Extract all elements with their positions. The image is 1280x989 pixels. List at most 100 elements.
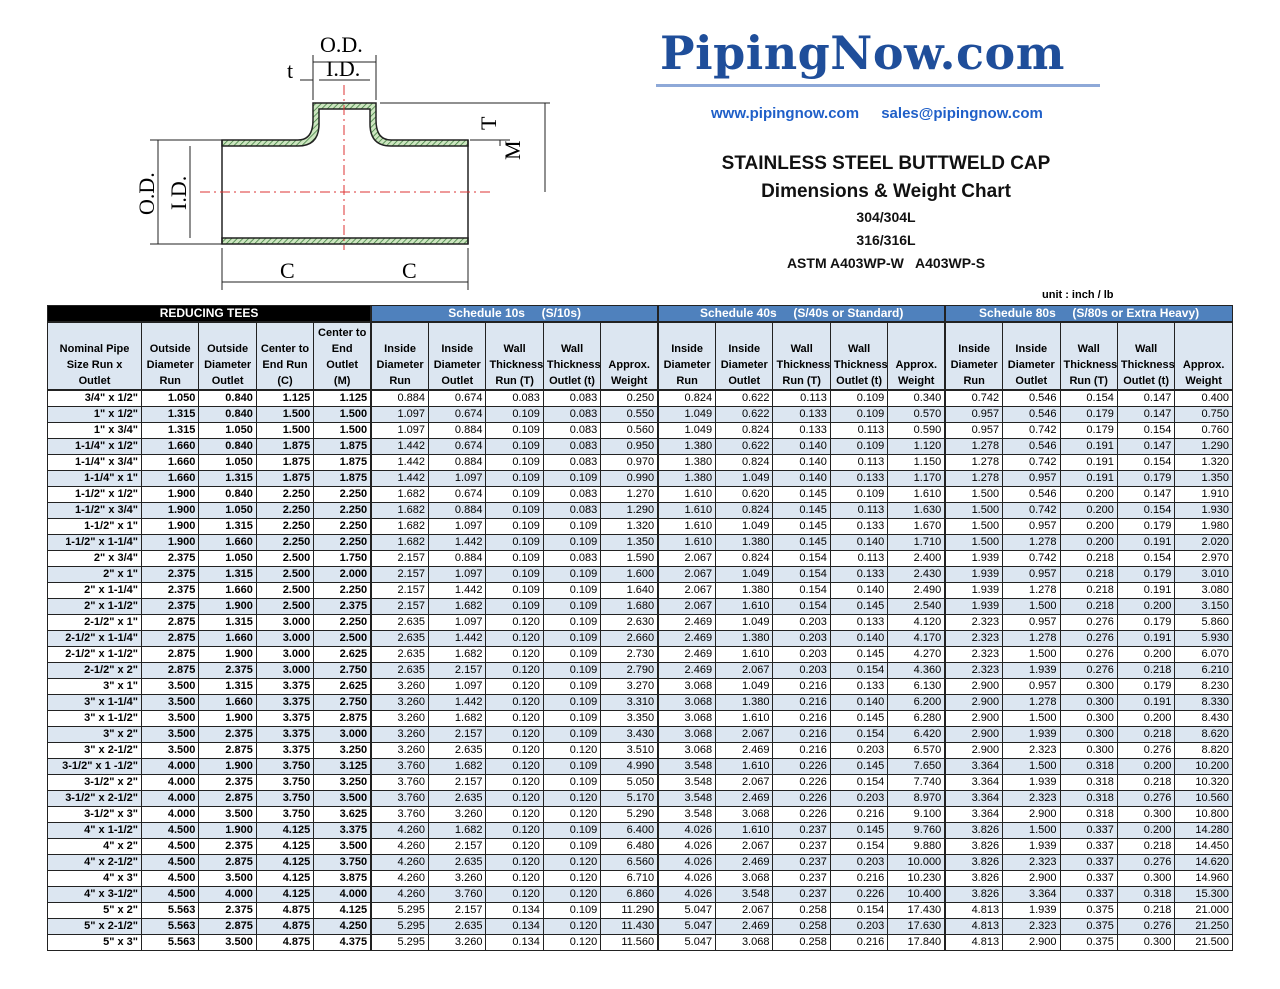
value-cell: 1.660 <box>140 454 200 471</box>
column-header: Center to End Outlet (M) <box>313 321 372 391</box>
value-cell: 0.840 <box>198 438 257 455</box>
value-cell: 2.250 <box>313 614 372 631</box>
value-cell: 0.120 <box>485 630 544 647</box>
value-cell: 0.109 <box>542 662 602 679</box>
value-cell: 2.900 <box>1002 934 1061 951</box>
value-cell: 2.900 <box>944 694 1004 711</box>
column-header: Approx. Weight <box>1174 321 1233 391</box>
value-cell: 2.157 <box>370 598 430 615</box>
label-id-left: I.D. <box>166 176 191 210</box>
value-cell: 5.563 <box>140 934 200 951</box>
value-cell: 1.682 <box>428 598 487 615</box>
value-cell: 3.760 <box>370 774 430 791</box>
table-row: 1-1/4" x 1/2" 1.660 0.840 1.875 1.875 1.442 0.… <box>47 438 1233 455</box>
table-row: 1-1/4" x 3/4" 1.660 1.050 1.875 1.875 1.442 0.… <box>47 454 1233 471</box>
value-cell: 0.145 <box>829 822 889 839</box>
value-cell: 4.270 <box>887 646 946 663</box>
email-link[interactable]: sales@pipingnow.com <box>881 105 1043 122</box>
value-cell: 3.068 <box>715 934 774 951</box>
label-c-right: C <box>402 258 417 283</box>
value-cell: 21.500 <box>1174 934 1233 951</box>
value-cell: 2.067 <box>715 838 774 855</box>
value-cell: 1.500 <box>944 502 1004 519</box>
value-cell: 0.154 <box>1116 550 1176 567</box>
value-cell: 1.097 <box>428 614 487 631</box>
value-cell: 0.109 <box>485 582 544 599</box>
grade-2: 316/316L <box>856 232 916 248</box>
value-cell: 4.000 <box>313 886 372 903</box>
value-cell: 9.760 <box>887 822 946 839</box>
nominal-size-cell: 4" x 1-1/2" <box>47 822 142 839</box>
value-cell: 2.157 <box>428 902 487 919</box>
value-cell: 0.109 <box>542 726 602 743</box>
value-cell: 8.330 <box>1174 694 1233 711</box>
value-cell: 0.083 <box>542 406 602 423</box>
value-cell: 2.250 <box>313 582 372 599</box>
value-cell: 1.500 <box>1002 758 1061 775</box>
value-cell: 4.813 <box>944 902 1004 919</box>
group-header-row: REDUCING TEES Schedule 10s (S/10s) Sched… <box>47 305 1234 323</box>
value-cell: 4.375 <box>313 934 372 951</box>
value-cell: 1.610 <box>715 822 774 839</box>
value-cell: 0.154 <box>772 598 831 615</box>
value-cell: 1.049 <box>715 470 774 487</box>
value-cell: 1.500 <box>1002 646 1061 663</box>
value-cell: 0.200 <box>1059 518 1118 535</box>
value-cell: 0.109 <box>829 438 889 455</box>
value-cell: 0.154 <box>1116 422 1176 439</box>
value-cell: 2.250 <box>255 518 315 535</box>
value-cell: 4.125 <box>255 854 315 871</box>
value-cell: 2.750 <box>313 694 372 711</box>
value-cell: 0.179 <box>1059 422 1118 439</box>
value-cell: 2.323 <box>1002 742 1061 759</box>
value-cell: 0.216 <box>829 806 889 823</box>
value-cell: 0.083 <box>542 550 602 567</box>
value-cell: 3.270 <box>600 678 659 695</box>
value-cell: 1.315 <box>198 470 257 487</box>
table-body: 3/4" x 1/2" 1.050 0.840 1.125 1.125 0.884 0.67… <box>47 389 1233 951</box>
value-cell: 2.469 <box>715 742 774 759</box>
value-cell: 0.957 <box>1002 518 1061 535</box>
value-cell: 2.157 <box>370 566 430 583</box>
table-row: 3-1/2" x 3" 4.000 3.500 3.750 3.625 3.760 3.26… <box>47 806 1233 823</box>
value-cell: 0.318 <box>1059 806 1118 823</box>
value-cell: 1.900 <box>198 822 257 839</box>
website-link[interactable]: www.pipingnow.com <box>711 105 860 122</box>
value-cell: 4.260 <box>370 854 430 871</box>
value-cell: 0.337 <box>1059 870 1118 887</box>
value-cell: 1.660 <box>198 582 257 599</box>
value-cell: 0.120 <box>542 790 602 807</box>
value-cell: 0.200 <box>1059 502 1118 519</box>
value-cell: 1.500 <box>255 422 315 439</box>
value-cell: 5.930 <box>1174 630 1233 647</box>
value-cell: 2.469 <box>657 662 717 679</box>
value-cell: 2.875 <box>198 918 257 935</box>
value-cell: 4.026 <box>657 886 717 903</box>
value-cell: 4.260 <box>370 838 430 855</box>
value-cell: 1.900 <box>198 758 257 775</box>
value-cell: 1.442 <box>428 534 487 551</box>
value-cell: 8.820 <box>1174 742 1233 759</box>
value-cell: 2.067 <box>715 726 774 743</box>
value-cell: 5.295 <box>370 934 430 951</box>
value-cell: 2.375 <box>313 598 372 615</box>
value-cell: 0.546 <box>1002 438 1061 455</box>
nominal-size-cell: 3" x 1" <box>47 678 142 695</box>
value-cell: 0.250 <box>600 389 659 407</box>
value-cell: 1.320 <box>1174 454 1233 471</box>
value-cell: 1.600 <box>600 566 659 583</box>
value-cell: 0.120 <box>485 774 544 791</box>
value-cell: 0.200 <box>1116 758 1176 775</box>
value-cell: 2.469 <box>657 614 717 631</box>
value-cell: 0.113 <box>829 502 889 519</box>
value-cell: 1.610 <box>715 710 774 727</box>
value-cell: 10.230 <box>887 870 946 887</box>
value-cell: 1.380 <box>715 630 774 647</box>
value-cell: 0.109 <box>485 566 544 583</box>
value-cell: 1.610 <box>657 518 717 535</box>
value-cell: 7.650 <box>887 758 946 775</box>
value-cell: 2.900 <box>1002 806 1061 823</box>
value-cell: 0.742 <box>944 389 1004 407</box>
value-cell: 2.375 <box>198 726 257 743</box>
table-row: 2-1/2" x 2" 2.875 2.375 3.000 2.750 2.635 2.15… <box>47 662 1233 679</box>
